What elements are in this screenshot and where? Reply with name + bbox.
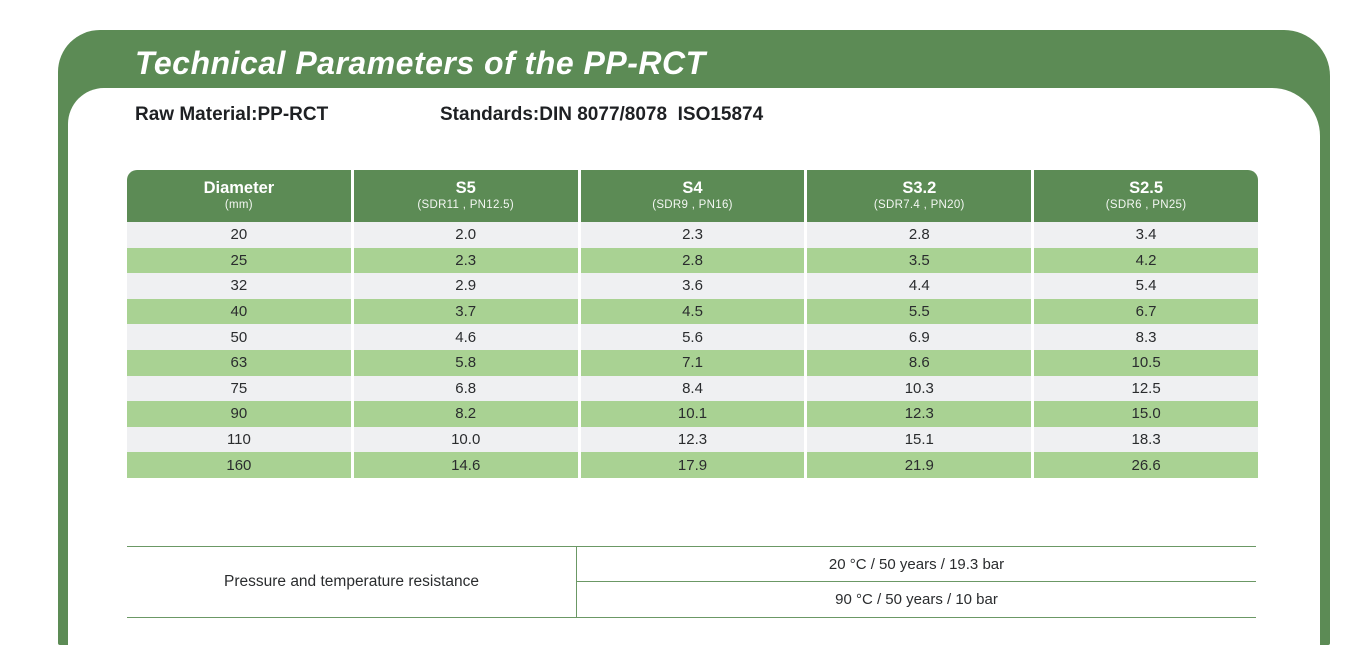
table-cell: 20: [127, 222, 351, 248]
column-header-sub: (SDR7.4 , PN20): [873, 198, 965, 211]
table-cell: 75: [127, 375, 351, 402]
table-cell: 10.0: [353, 426, 578, 453]
table-cell: 8.6: [807, 349, 1032, 376]
table-cell: 6.7: [1034, 298, 1258, 325]
table-cell: 6.9: [807, 324, 1032, 350]
column-header-title: S4: [682, 179, 703, 198]
column-header-sub: (mm): [224, 198, 253, 211]
column-header-sub: (SDR6 , PN25): [1105, 198, 1187, 211]
table-cell: 2.3: [580, 222, 805, 248]
content-card: Raw Material:PP-RCT Standards:DIN 8077/8…: [68, 88, 1320, 645]
info-row: Raw Material:PP-RCT Standards:DIN 8077/8…: [135, 104, 1280, 136]
table-cell: 26.6: [1034, 452, 1258, 478]
page-title: Technical Parameters of the PP-RCT: [135, 44, 706, 81]
column-header-title: Diameter: [203, 179, 275, 198]
table-cell: 12.3: [580, 426, 805, 453]
column-header: S5 (SDR11 , PN12.5): [353, 170, 578, 222]
table-cell: 8.4: [580, 375, 805, 402]
table-cell: 2.8: [580, 247, 805, 274]
table-cell: 10.3: [807, 375, 1032, 402]
standards-label: Standards:DIN 8077/8078 ISO15874: [440, 104, 764, 125]
table-cell: 12.3: [807, 401, 1032, 427]
table-cell: 3.6: [580, 273, 805, 299]
table-cell: 40: [127, 298, 351, 325]
column-header-title: S3.2: [902, 179, 937, 198]
table-cell: 4.4: [807, 273, 1032, 299]
table-cell: 3.7: [353, 298, 578, 325]
table-cell: 2.0: [353, 222, 578, 248]
table-cell: 3.4: [1034, 222, 1258, 248]
resistance-row-90c: 90 °C / 50 years / 10 bar: [835, 591, 998, 608]
column-header-sub: (SDR11 , PN12.5): [417, 198, 514, 211]
raw-material-label: Raw Material:PP-RCT: [135, 104, 329, 125]
table-cell: 8.3: [1034, 324, 1258, 350]
table-cell: 10.1: [580, 401, 805, 427]
resistance-table: Pressure and temperature resistance 20 °…: [127, 546, 1256, 618]
green-frame: Technical Parameters of the PP-RCT Raw M…: [58, 30, 1330, 645]
table-cell: 2.8: [807, 222, 1032, 248]
table-cell: 5.6: [580, 324, 805, 350]
table-cell: 5.4: [1034, 273, 1258, 299]
table-cell: 21.9: [807, 452, 1032, 478]
table-cell: 2.9: [353, 273, 578, 299]
table-cell: 90: [127, 401, 351, 427]
table-cell: 14.6: [353, 452, 578, 478]
resistance-values: 20 °C / 50 years / 19.3 bar 90 °C / 50 y…: [577, 547, 1256, 617]
column-header: Diameter (mm): [127, 170, 351, 222]
column-header: S3.2 (SDR7.4 , PN20): [807, 170, 1032, 222]
table-cell: 12.5: [1034, 375, 1258, 402]
table-cell: 6.8: [353, 375, 578, 402]
table-cell: 17.9: [580, 452, 805, 478]
table-cell: 4.2: [1034, 247, 1258, 274]
table-cell: 8.2: [353, 401, 578, 427]
table-cell: 2.3: [353, 247, 578, 274]
table-cell: 63: [127, 349, 351, 376]
column-header-title: S5: [455, 179, 476, 198]
table-cell: 5.5: [807, 298, 1032, 325]
table-cell: 15.0: [1034, 401, 1258, 427]
resistance-row-20c: 20 °C / 50 years / 19.3 bar: [577, 547, 1256, 582]
table-cell: 15.1: [807, 426, 1032, 453]
table-cell: 4.6: [353, 324, 578, 350]
table-cell: 32: [127, 273, 351, 299]
parameters-table: Diameter (mm) S5 (SDR11 , PN12.5) S4 (SDR9 , …: [127, 170, 1258, 478]
table-cell: 7.1: [580, 349, 805, 376]
table-cell: 4.5: [580, 298, 805, 325]
table-cell: 18.3: [1034, 426, 1258, 453]
column-header-title: S2.5: [1129, 179, 1164, 198]
resistance-label: Pressure and temperature resistance: [127, 547, 577, 617]
column-header-sub: (SDR9 , PN16): [652, 198, 733, 211]
table-cell: 3.5: [807, 247, 1032, 274]
table-cell: 25: [127, 247, 351, 274]
table-cell: 5.8: [353, 349, 578, 376]
column-header: S2.5 (SDR6 , PN25): [1034, 170, 1258, 222]
table-cell: 160: [127, 452, 351, 478]
column-header: S4 (SDR9 , PN16): [580, 170, 805, 222]
table-cell: 10.5: [1034, 349, 1258, 376]
table-cell: 110: [127, 426, 351, 453]
table-cell: 50: [127, 324, 351, 350]
